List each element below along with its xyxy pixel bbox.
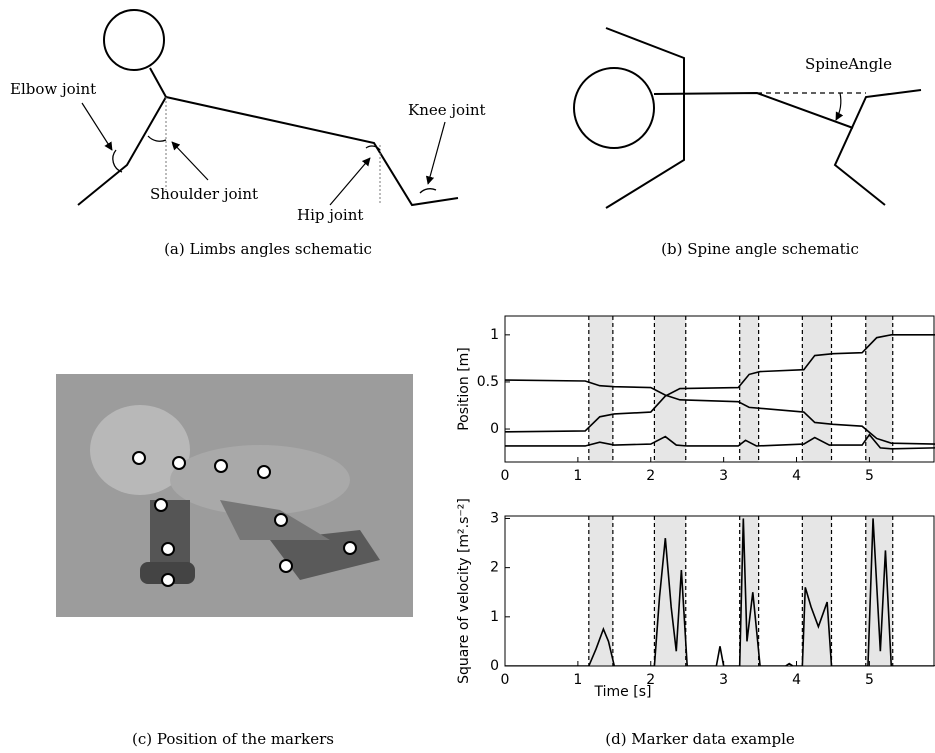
x-tick-label: 4	[792, 672, 801, 688]
x-axis-label: Time [s]	[594, 684, 652, 700]
x-tick-label: 5	[865, 672, 874, 688]
x-tick-label: 3	[719, 672, 728, 688]
x-tick-label: 4	[792, 468, 801, 484]
label: Shoulder joint	[150, 185, 258, 203]
x-tick-label: 5	[865, 468, 874, 484]
plot-area	[505, 516, 935, 666]
y-tick-label: 0.5	[477, 374, 499, 390]
label: Hip joint	[297, 206, 363, 224]
photo	[56, 374, 413, 617]
y-tick-label: 1	[490, 327, 499, 343]
y-tick-label: 0	[490, 658, 499, 674]
y-tick-label: 3	[490, 510, 499, 526]
caption: (b) Spine angle schematic	[661, 240, 859, 258]
x-tick-label: 1	[573, 468, 582, 484]
plot-area	[505, 316, 935, 462]
y-tick-label: 1	[490, 609, 499, 625]
caption: (c) Position of the markers	[132, 730, 334, 748]
x-tick-label: 0	[501, 672, 510, 688]
x-tick-label: 3	[719, 468, 728, 484]
x-tick-label: 2	[646, 468, 655, 484]
shaded-interval	[589, 316, 613, 462]
x-tick-label: 1	[573, 672, 582, 688]
shaded-interval	[740, 316, 759, 462]
y-tick-label: 2	[490, 560, 499, 576]
shaded-interval	[802, 316, 831, 462]
y-axis-label: Position [m]	[456, 347, 472, 431]
limbs-schematic	[78, 10, 458, 205]
caption: (a) Limbs angles schematic	[164, 240, 372, 258]
page: Elbow joint Shoulder joint Hip joint Kne…	[0, 0, 935, 753]
caption: (d) Marker data example	[605, 730, 795, 748]
y-axis-label: Square of velocity [m².s⁻²]	[456, 498, 472, 684]
label: Elbow joint	[10, 80, 96, 98]
figure: Elbow joint Shoulder joint Hip joint Kne…	[0, 0, 935, 753]
label: Knee joint	[408, 101, 486, 119]
x-tick-label: 0	[501, 468, 510, 484]
label: SpineAngle	[805, 55, 892, 73]
y-tick-label: 0	[490, 421, 499, 437]
